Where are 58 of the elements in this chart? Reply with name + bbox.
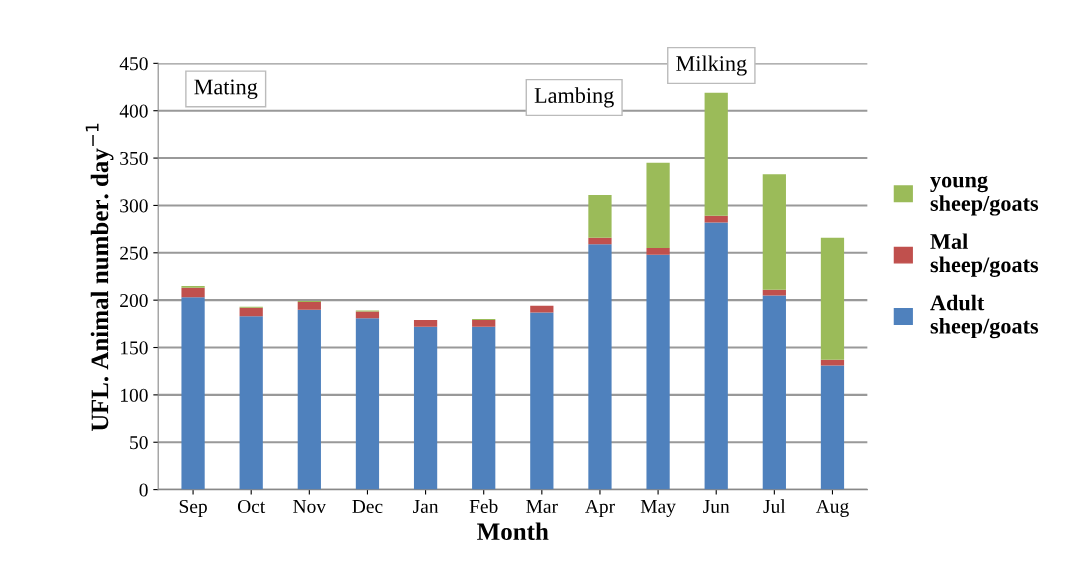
bar [472, 326, 496, 490]
bar [646, 162, 670, 249]
bar [762, 295, 786, 490]
x-tick-label: May [640, 500, 676, 517]
y-tick-label: 350 [120, 151, 148, 166]
bar [820, 365, 845, 490]
bar [704, 92, 728, 216]
bar [820, 237, 845, 360]
x-tick-label: Jul [763, 499, 786, 514]
bar [530, 312, 554, 490]
y-tick-label: 0 [139, 483, 148, 497]
x-tick-label: Jan [413, 500, 439, 514]
bar [239, 307, 263, 317]
bar [413, 320, 438, 327]
bar [297, 309, 321, 490]
y-tick-label: 150 [121, 341, 148, 355]
x-tick-label: Aug [815, 499, 849, 517]
bar [646, 254, 670, 490]
bar [355, 318, 380, 490]
bar [704, 215, 728, 223]
bar [530, 305, 554, 313]
legend-label: Mal sheep/goats [930, 233, 1039, 277]
annotation: Mating [194, 79, 258, 100]
x-tick-label: Nov [293, 500, 327, 514]
x-tick-label: Feb [469, 499, 498, 514]
bar [762, 174, 786, 290]
y-tick-label: 400 [119, 104, 148, 118]
y-axis-title: UFL. Animal number. day$^{−1}$ [85, 123, 114, 432]
bar [181, 287, 205, 298]
bar [588, 244, 612, 490]
y-tick-label: 100 [121, 388, 148, 402]
legend-label: Adult sheep/goats [930, 294, 1039, 339]
y-tick-label: 250 [120, 246, 148, 260]
y-tick-label: 300 [120, 199, 148, 213]
x-tick-label: Dec [352, 500, 383, 514]
bar [820, 359, 845, 366]
y-tick-label: 200 [120, 293, 148, 308]
x-tick-label: Apr [585, 499, 615, 517]
bar [588, 237, 612, 245]
bar [646, 248, 670, 255]
x-tick-label: Mar [526, 500, 558, 514]
x-tick-label: Jun [703, 500, 730, 514]
bar [297, 302, 321, 310]
bar [355, 311, 380, 319]
legend-label: young sheep/goats [930, 175, 1039, 216]
bar [472, 320, 496, 327]
bar [181, 297, 205, 490]
x-axis-title: Month [477, 522, 549, 541]
y-tick-label: 450 [119, 57, 148, 71]
x-tick-label: Oct [237, 499, 266, 514]
bar [588, 195, 612, 238]
x-tick-label: Sep [179, 499, 207, 517]
bar [239, 316, 263, 490]
annotation: Lambing [534, 87, 614, 108]
bar [413, 326, 438, 490]
y-tick-label: 50 [130, 436, 148, 450]
bar [704, 222, 728, 490]
annotation: Milking [676, 55, 747, 76]
